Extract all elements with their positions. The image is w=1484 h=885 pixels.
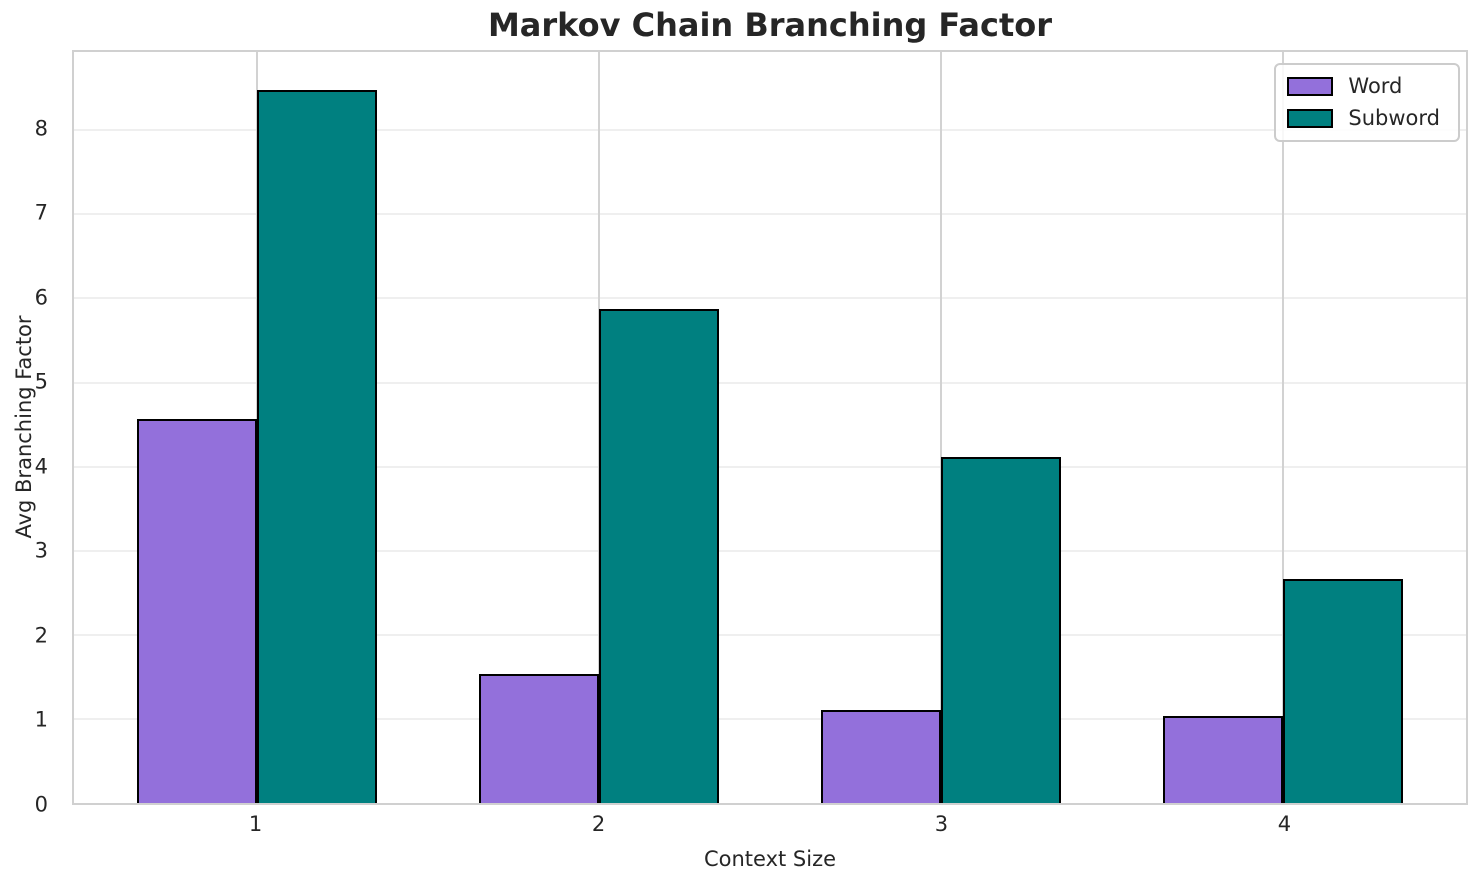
x-gridline [1282,52,1285,803]
x-tick-label: 4 [1277,812,1292,836]
bar-word-ctx1 [137,418,257,803]
bar-subword-ctx1 [256,89,377,803]
y-tick-label: 1 [34,707,48,732]
x-axis-label: Context Size [703,847,837,871]
bar-word-ctx3 [821,709,941,803]
y-gridline [74,129,1466,132]
y-gridline [74,717,1466,720]
x-tick-label: 3 [934,812,949,836]
y-tick-label: 6 [34,285,48,310]
y-gridline [74,297,1466,300]
bar-word-ctx4 [1163,715,1284,803]
y-tick-label: 7 [34,200,48,225]
legend-label: Word [1348,74,1403,98]
legend: Word Subword [1274,63,1460,143]
legend-label: Subword [1348,106,1440,131]
y-tick-label: 3 [34,538,48,563]
x-tick-label: 1 [248,812,263,836]
legend-swatch-subword [1287,109,1334,129]
y-tick-label: 4 [34,454,48,479]
y-tick-label: 5 [34,369,48,394]
y-tick-label: 2 [34,623,48,648]
y-gridline [74,381,1466,384]
plot-area: Word Subword [72,50,1468,805]
bar-word-ctx2 [479,673,599,803]
x-tick-label: 2 [591,812,606,836]
chart-title: Markov Chain Branching Factor [487,6,1053,44]
legend-item-word: Word [1287,74,1440,99]
y-tick-label: 8 [34,116,48,141]
bar-subword-ctx4 [1283,579,1403,803]
y-gridline [74,633,1466,636]
bar-subword-ctx3 [941,456,1061,803]
y-gridline [74,549,1466,552]
y-axis-ticks: 0 1 2 3 4 5 6 7 8 [0,50,62,815]
bar-subword-ctx2 [598,308,719,803]
x-axis-ticks: 1 2 3 4 [72,814,1468,844]
y-gridline [74,213,1466,216]
y-tick-label: 0 [34,792,48,817]
x-gridline [940,52,942,803]
y-gridline [74,465,1466,468]
legend-item-subword: Subword [1287,106,1440,131]
legend-swatch-word [1287,77,1334,97]
